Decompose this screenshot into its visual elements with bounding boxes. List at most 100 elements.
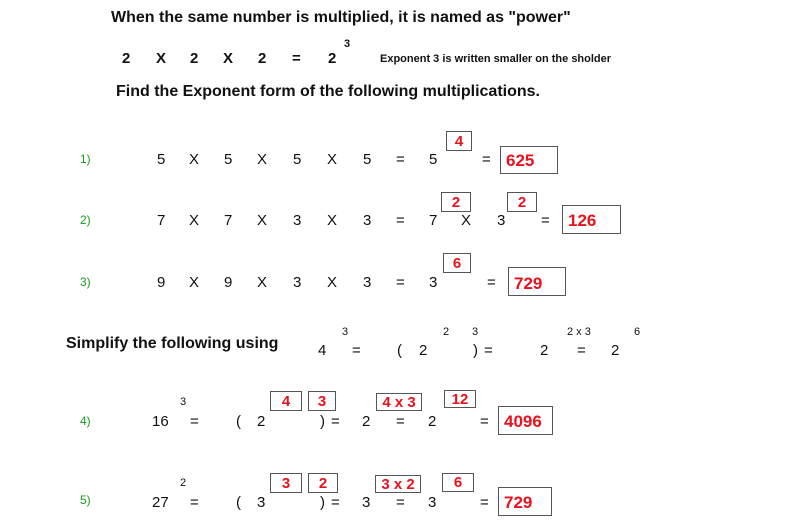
term: 3 [363,212,372,229]
equals: = [484,342,493,359]
final-base: 3 [428,494,437,511]
inner-exponent-answer-box: 4 [270,391,302,411]
instruction: Find the Exponent form of the following … [116,83,540,100]
times: X [461,212,472,229]
exponent: 3 [180,396,187,408]
equals: = [482,151,491,168]
term: = [396,274,405,291]
example-exponent: 3 [344,38,351,50]
inner-base: 3 [257,494,266,511]
term: 9 [224,274,233,291]
term: X [327,151,338,168]
problem-number: 3) [80,275,91,289]
problem-number: 5) [80,493,91,507]
term: X [257,212,268,229]
open-paren: ( [397,342,402,359]
final-exponent: 6 [634,326,641,338]
term: 9 [157,274,166,291]
final-answer-box: 4096 [498,406,553,435]
open-paren: ( [236,494,241,511]
example-factor: 2 [258,50,267,67]
term: 5 [224,151,233,168]
equals: = [577,342,586,359]
example-times: X [223,50,234,67]
equals: = [480,413,489,430]
product-exponent-answer-box: 4 x 3 [376,393,422,411]
problem-number: 4) [80,414,91,428]
equals: = [331,494,340,511]
base: 16 [152,413,169,430]
final-answer-box: 729 [508,267,566,296]
final-answer-box: 625 [500,146,558,174]
result-base: 5 [429,151,438,168]
exponent-note: Exponent 3 is written smaller on the sho… [380,53,612,65]
result-base: 3 [362,494,371,511]
inner-exponent-answer-box: 3 [270,473,302,493]
term: = [396,212,405,229]
result-exponent: 2 x 3 [567,326,591,338]
term: 5 [363,151,372,168]
exponent: 3 [342,326,349,338]
example-factor: 2 [190,50,199,67]
final-exponent-answer-box: 12 [444,390,476,408]
term: X [257,274,268,291]
term: 3 [293,274,302,291]
term: 7 [224,212,233,229]
example-factor: 2 [122,50,131,67]
simplify-heading: Simplify the following using [66,335,279,352]
term: X [189,212,200,229]
exponent-answer-box: 6 [443,253,471,273]
final-answer-box: 729 [498,487,552,516]
product-exponent-answer-box: 3 x 2 [375,475,421,493]
base: 4 [318,342,327,359]
final-base: 2 [428,413,437,430]
term: 5 [157,151,166,168]
outer-exponent: 3 [472,326,479,338]
equals: = [331,413,340,430]
exponent-answer-box: 2 [441,192,471,212]
example-equals: = [292,50,301,67]
equals: = [480,494,489,511]
term: 3 [363,274,372,291]
term: 3 [293,212,302,229]
equals: = [352,342,361,359]
base: 27 [152,494,169,511]
equals: = [190,494,199,511]
page-title: When the same number is multiplied, it i… [111,9,571,26]
term: 5 [293,151,302,168]
example-times: X [156,50,167,67]
term: X [189,274,200,291]
term: = [396,151,405,168]
result-base: 2 [362,413,371,430]
final-answer-box: 126 [562,205,621,234]
term: X [257,151,268,168]
result-base: 7 [429,212,438,229]
close-paren: ) [320,494,325,511]
equals: = [487,274,496,291]
inner-base: 2 [419,342,428,359]
close-paren: ) [320,413,325,430]
example-base: 2 [328,50,337,67]
result-base: 2 [540,342,549,359]
equals: = [541,212,550,229]
outer-exponent-answer-box: 2 [308,473,338,493]
equals: = [396,413,405,430]
exponent-answer-box: 2 [507,192,537,212]
inner-base: 2 [257,413,266,430]
result-base: 3 [429,274,438,291]
exponent: 2 [180,477,187,489]
exponent-answer-box: 4 [446,131,472,151]
equals: = [396,494,405,511]
term: X [327,274,338,291]
final-base: 2 [611,342,620,359]
inner-exponent: 2 [443,326,450,338]
term: X [189,151,200,168]
final-exponent-answer-box: 6 [442,473,474,492]
term: 7 [157,212,166,229]
problem-number: 1) [80,152,91,166]
equals: = [190,413,199,430]
close-paren: ) [473,342,478,359]
problem-number: 2) [80,213,91,227]
outer-exponent-answer-box: 3 [308,391,336,411]
term: X [327,212,338,229]
